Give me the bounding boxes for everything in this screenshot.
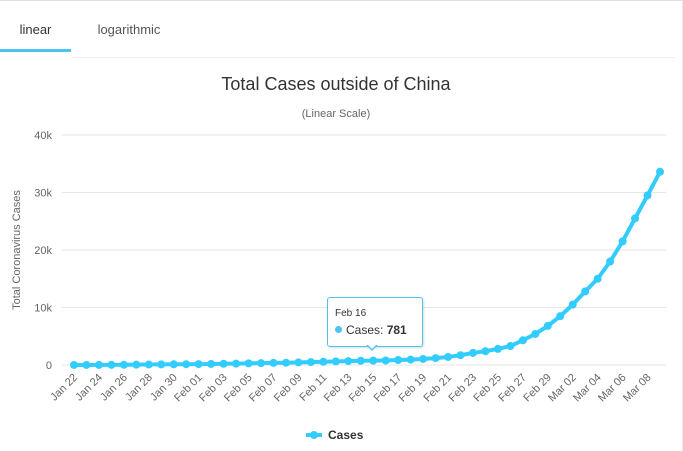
data-point[interactable] [119, 360, 128, 369]
x-tick-label: Jan 28 [123, 372, 155, 404]
data-point[interactable] [107, 360, 116, 369]
y-tick-label: 20k [34, 245, 52, 257]
active-tab-indicator [0, 49, 71, 52]
data-point[interactable] [419, 354, 428, 363]
tooltip-value: 781 [386, 323, 407, 337]
legend-marker[interactable] [310, 431, 318, 439]
data-point[interactable] [70, 360, 78, 369]
data-point[interactable] [531, 329, 540, 338]
data-point[interactable] [493, 344, 502, 353]
tab-linear-label: linear [19, 22, 52, 37]
data-point[interactable] [219, 359, 228, 368]
data-point[interactable] [369, 356, 378, 365]
data-point[interactable] [631, 214, 640, 223]
legend-label-cases[interactable]: Cases [328, 428, 364, 442]
data-point[interactable] [306, 358, 315, 367]
data-point[interactable] [543, 321, 552, 330]
data-point[interactable] [232, 359, 241, 368]
x-tick-label: Feb 09 [272, 372, 305, 405]
tab-logarithmic-label: logarithmic [97, 22, 161, 37]
chart-title: Total Cases outside of China [221, 74, 451, 94]
data-point[interactable] [643, 191, 652, 200]
data-point[interactable] [656, 167, 664, 176]
data-point[interactable] [581, 287, 590, 296]
data-point[interactable] [144, 360, 153, 369]
data-point[interactable] [468, 348, 477, 357]
data-point[interactable] [94, 360, 103, 369]
tab-linear[interactable]: linear [0, 8, 71, 52]
data-point[interactable] [456, 351, 465, 360]
tab-divider [71, 57, 675, 58]
data-point[interactable] [381, 356, 390, 365]
data-point[interactable] [406, 355, 415, 364]
x-tick-label: Jan 24 [73, 372, 105, 404]
data-point[interactable] [244, 359, 253, 368]
data-point[interactable] [431, 354, 440, 363]
data-point[interactable] [593, 274, 602, 283]
data-point[interactable] [506, 342, 515, 351]
data-point[interactable] [194, 360, 203, 369]
tooltip-series-label: Cases: [346, 323, 384, 337]
data-point[interactable] [207, 359, 216, 368]
data-point[interactable] [281, 358, 290, 367]
top-border [0, 0, 683, 1]
x-tick-label: Jan 26 [98, 372, 130, 404]
y-tick-label: 40k [34, 130, 52, 142]
y-axis-title: Total Coronavirus Cases [11, 190, 23, 310]
data-point[interactable] [294, 358, 303, 367]
tooltip-pointer-fill [367, 344, 377, 349]
tooltip-date: Feb 16 [335, 308, 367, 319]
data-point[interactable] [568, 300, 577, 309]
data-point[interactable] [169, 360, 178, 369]
data-point[interactable] [444, 352, 453, 361]
tab-logarithmic[interactable]: logarithmic [84, 8, 174, 52]
data-point[interactable] [157, 360, 166, 369]
data-point[interactable] [331, 357, 340, 366]
tooltip-series-dot [335, 326, 342, 333]
data-point[interactable] [82, 360, 91, 369]
data-tooltip: Feb 16 Cases: 781 [327, 297, 423, 347]
scale-tabs: linear logarithmic [0, 8, 683, 58]
data-point[interactable] [257, 359, 266, 368]
y-tick-label: 0 [46, 360, 52, 372]
data-point[interactable] [481, 347, 490, 356]
data-point[interactable] [518, 336, 527, 345]
data-point[interactable] [344, 357, 353, 366]
data-point[interactable] [618, 237, 627, 246]
data-point[interactable] [269, 358, 278, 367]
y-tick-label: 10k [34, 303, 52, 315]
tooltip-row: Cases: 781 [335, 323, 407, 337]
x-tick-label: Jan 22 [48, 372, 80, 404]
y-tick-label: 30k [34, 188, 52, 200]
data-point[interactable] [132, 360, 141, 369]
data-point[interactable] [394, 356, 403, 365]
data-point[interactable] [182, 360, 191, 369]
data-point[interactable] [356, 356, 365, 365]
data-point[interactable] [319, 357, 328, 366]
chart-subtitle: (Linear Scale) [302, 108, 370, 120]
x-tick-label: Mar 08 [621, 372, 654, 405]
data-point[interactable] [606, 257, 615, 266]
data-point[interactable] [556, 312, 565, 321]
